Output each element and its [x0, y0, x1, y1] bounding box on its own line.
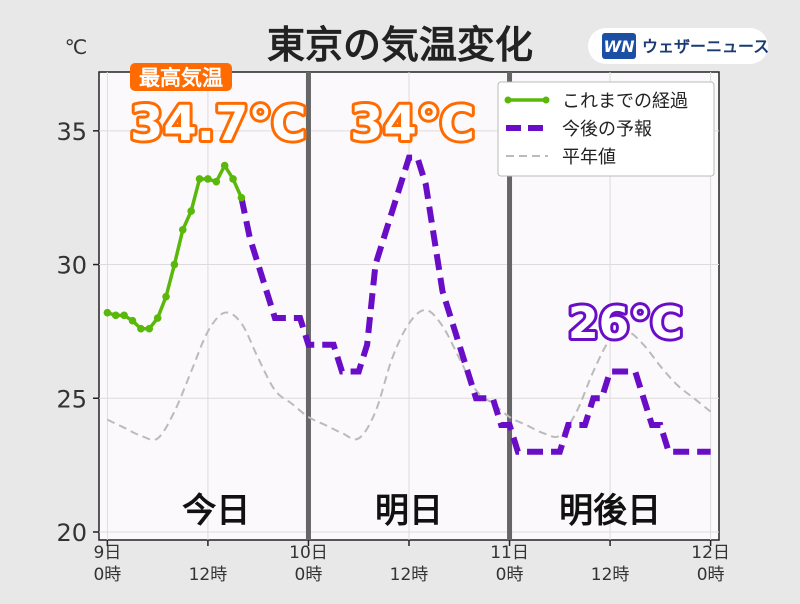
series-point-observed: [204, 175, 212, 183]
brand-name: ウェザーニュース: [642, 37, 769, 56]
series-line-normal: [106, 309, 712, 441]
x-tick-label: 12時: [591, 565, 630, 585]
series-point-observed: [120, 311, 128, 320]
series-point-observed: [178, 225, 187, 234]
y-tick-label: 30: [56, 252, 87, 280]
series-point-observed: [137, 324, 145, 333]
series-point-observed: [212, 177, 221, 186]
x-tick-label: 12時: [390, 565, 429, 585]
today-max-annotation: 最高気温 34.7℃: [127, 63, 310, 155]
day-label: 明日: [375, 491, 443, 531]
series-point-observed: [162, 292, 170, 301]
series-point-observed: [170, 260, 179, 269]
x-tick-label: 0時: [496, 565, 524, 585]
x-tick-label: 0時: [93, 565, 121, 585]
today-max-label: 34.7℃: [130, 96, 307, 152]
series-point-observed: [229, 175, 237, 183]
chart-title: 東京の気温変化: [267, 23, 533, 67]
day-labels: 今日 明日 明後日: [182, 491, 661, 531]
series-point-observed: [237, 193, 246, 202]
day-after-max-label: 26℃: [568, 298, 683, 349]
x-tick-label: 11日: [490, 543, 529, 563]
y-tick-label: 20: [56, 519, 87, 547]
x-tick-label: 0時: [697, 565, 725, 585]
series-point-observed: [111, 311, 120, 320]
legend: これまでの経過 今後の予報 平年値: [497, 81, 715, 177]
series-point-observed: [128, 316, 137, 325]
series-point-observed: [145, 324, 154, 333]
day-label: 今日: [182, 491, 250, 531]
brand-logo: WN: [603, 37, 635, 56]
series-line-forecast: [238, 154, 711, 455]
legend-swatch-observed-dot: [542, 96, 550, 104]
legend-swatch-observed-dot: [504, 96, 512, 104]
legend-box: [497, 81, 715, 177]
brand-logo-box: [602, 33, 636, 59]
y-tick-label: 25: [56, 385, 87, 413]
brand-badge: WN ウェザーニュース: [588, 28, 769, 64]
legend-label-normal: 平年値: [562, 147, 616, 168]
x-tick-label: 9日: [93, 543, 121, 563]
series-point-observed: [220, 161, 229, 170]
x-tick-label: 0時: [295, 565, 323, 585]
legend-label-forecast: 今後の予報: [562, 119, 652, 140]
series-point-observed: [153, 314, 162, 322]
x-tick-label: 12日: [691, 543, 730, 563]
legend-label-observed: これまでの経過: [562, 91, 688, 112]
x-tick-label: 10日: [289, 543, 328, 563]
max-temp-badge: 最高気温: [139, 66, 223, 90]
y-tick-label: 35: [56, 118, 87, 146]
day-label: 明後日: [559, 491, 661, 531]
series-point-observed: [195, 175, 204, 183]
tomorrow-max-label: 34℃: [350, 96, 475, 152]
series-point-observed: [103, 308, 112, 317]
max-temp-badge-background: [130, 63, 232, 91]
y-axis-label: ℃: [65, 35, 87, 59]
series-layer: [103, 154, 712, 455]
x-tick-label: 12時: [189, 565, 228, 585]
series-point-observed: [187, 207, 195, 215]
